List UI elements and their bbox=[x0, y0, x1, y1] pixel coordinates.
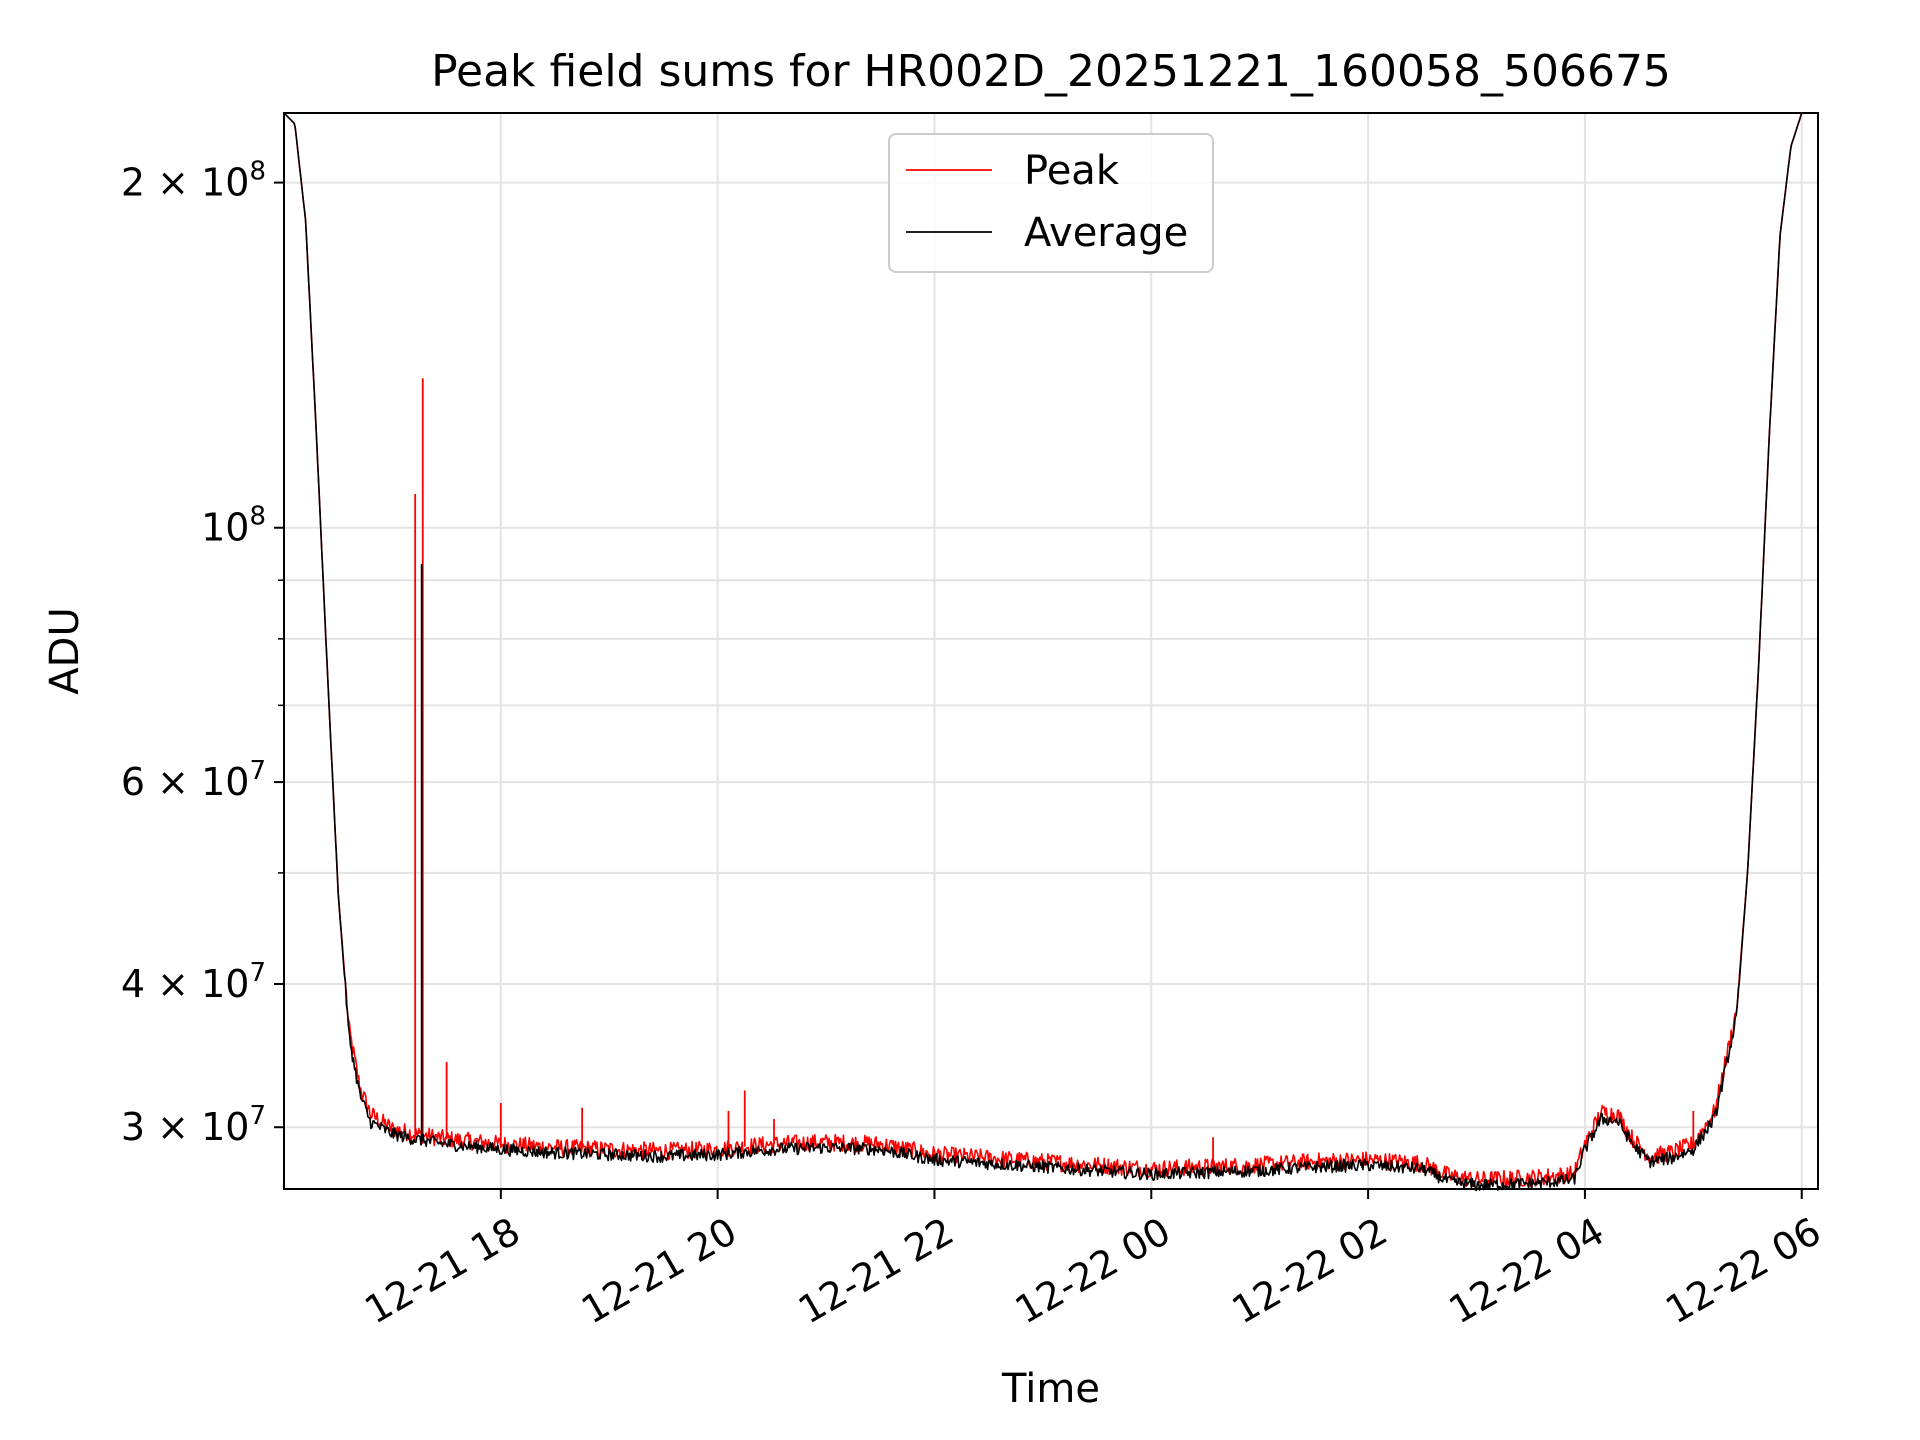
axes-frame bbox=[283, 112, 1819, 1190]
legend-box bbox=[888, 133, 1214, 273]
y-tick-label: 6 × 107 bbox=[121, 756, 266, 804]
y-axis-label: ADU bbox=[42, 607, 88, 694]
y-tick-label: 4 × 107 bbox=[121, 958, 266, 1006]
chart-title: Peak field sums for HR002D_20251221_1600… bbox=[431, 46, 1671, 97]
series-average bbox=[283, 112, 1818, 1192]
plot-area bbox=[283, 112, 1818, 1192]
y-tick-label: 2 × 108 bbox=[121, 157, 266, 205]
grid bbox=[284, 113, 1818, 1189]
legend-average-label: Average bbox=[1024, 210, 1188, 256]
y-tick-label: 108 bbox=[201, 502, 266, 550]
legend-peak-label: Peak bbox=[1024, 148, 1120, 194]
x-axis-label: Time bbox=[1001, 1366, 1100, 1412]
average-line bbox=[283, 112, 1818, 1192]
y-tick-label: 3 × 107 bbox=[121, 1101, 266, 1149]
legend: Peak Average bbox=[888, 133, 1214, 273]
